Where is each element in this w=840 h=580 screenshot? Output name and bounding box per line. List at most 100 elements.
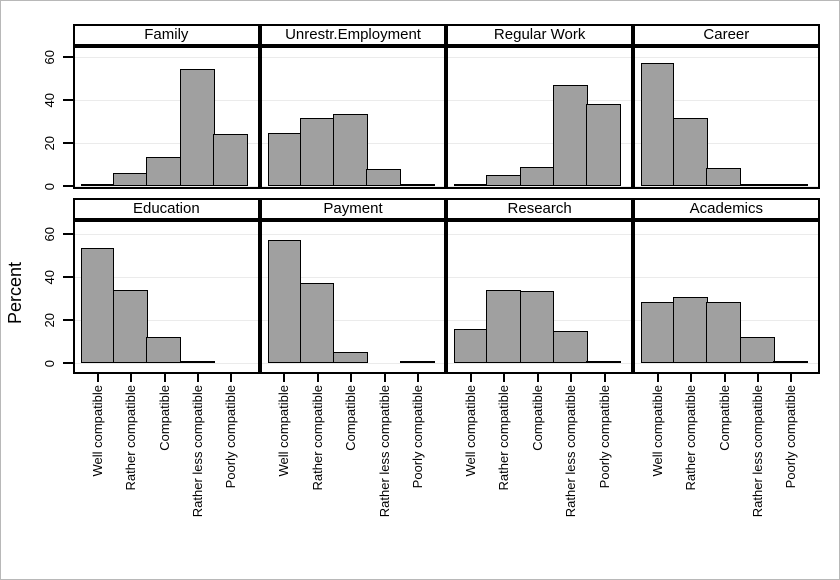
x-tick-label: Compatible [529, 385, 545, 451]
gridline [448, 186, 631, 187]
bar [454, 329, 488, 363]
bar [486, 175, 522, 186]
facet-panel [259, 220, 447, 374]
x-axis-tick [570, 374, 573, 382]
bar [81, 184, 115, 186]
bar [299, 283, 335, 363]
x-tick-label: Rather less compatible [749, 385, 765, 518]
bar [267, 133, 302, 186]
bar [586, 361, 622, 363]
y-tick-label: 40 [42, 270, 57, 285]
x-axis-tick [383, 374, 386, 382]
bar [552, 331, 588, 363]
facet-title: Unrestr.Employment [285, 26, 421, 43]
bar [706, 302, 742, 363]
gridline [75, 363, 258, 364]
facet-strip: Unrestr.Employment [259, 24, 447, 46]
bar [332, 114, 368, 186]
facet-title: Career [703, 26, 750, 43]
gridline [448, 234, 631, 235]
x-tick-label: Rather compatible [683, 385, 699, 491]
facet-strip: Research [446, 198, 633, 220]
x-axis-tick [690, 374, 693, 382]
bar [112, 290, 148, 363]
x-axis-tick [350, 374, 353, 382]
x-axis-tick [163, 374, 166, 382]
x-axis-tick [230, 374, 233, 382]
gridline [75, 143, 258, 144]
y-tick-label: 20 [42, 136, 57, 151]
bar [641, 302, 675, 363]
bar [112, 173, 148, 186]
x-tick-label: Well compatible [89, 385, 105, 477]
bar [179, 69, 215, 186]
facet-strip: Family [73, 24, 260, 46]
y-axis-title: Percent [5, 262, 25, 325]
bar [641, 63, 675, 186]
x-tick-label: Poorly compatible [223, 385, 239, 489]
facet-strip: Regular Work [446, 24, 633, 46]
x-axis-tick [723, 374, 726, 382]
gridline [635, 234, 818, 235]
y-axis-tick [63, 319, 73, 321]
x-tick-label: Compatible [343, 385, 359, 451]
gridline [635, 100, 818, 101]
bar [399, 184, 435, 186]
x-tick-label: Poorly compatible [410, 385, 425, 489]
bar [146, 337, 182, 363]
x-axis-tick [417, 374, 419, 382]
x-tick-label: Rather compatible [309, 385, 325, 491]
y-tick-label: 40 [42, 93, 57, 108]
x-axis-tick [656, 374, 659, 382]
x-axis-tick [196, 374, 199, 382]
gridline [635, 143, 818, 144]
gridline [448, 100, 631, 101]
bar [299, 118, 335, 186]
bar [739, 184, 775, 186]
x-axis-tick [756, 374, 759, 382]
x-tick-label: Rather compatible [496, 385, 512, 491]
x-tick-label: Rather compatible [123, 385, 139, 491]
x-tick-label: Poorly compatible [783, 385, 799, 489]
facet-panel [633, 46, 820, 189]
gridline [448, 143, 631, 144]
x-tick-label: Rather less compatible [563, 385, 579, 518]
facet-title: Education [132, 200, 200, 217]
gridline [635, 363, 818, 364]
facet-panel [73, 46, 260, 189]
y-axis-tick [63, 276, 73, 278]
facet-panel [259, 46, 447, 189]
gridline [75, 320, 258, 321]
y-tick-label: 60 [42, 227, 57, 242]
gridline [635, 57, 818, 58]
bar [399, 361, 435, 363]
gridline [635, 277, 818, 278]
gridline [75, 100, 258, 101]
x-tick-label: Well compatible [463, 385, 478, 477]
x-axis-tick [96, 374, 99, 382]
x-axis-tick [470, 374, 472, 382]
gridline [261, 363, 445, 364]
x-tick-label: Rather less compatible [189, 385, 205, 518]
bar [519, 291, 555, 363]
gridline [448, 57, 631, 58]
bar [586, 104, 622, 186]
gridline [261, 186, 445, 187]
x-axis-tick [790, 374, 793, 382]
bar [146, 157, 182, 186]
gridline [75, 186, 258, 187]
bar [332, 352, 368, 363]
gridline [261, 57, 445, 58]
bar [179, 361, 215, 363]
x-axis-tick [283, 374, 286, 382]
y-axis-tick [63, 362, 73, 364]
y-axis-tick [63, 142, 73, 144]
gridline [75, 277, 258, 278]
y-tick-label: 20 [42, 313, 57, 328]
x-axis-tick [503, 374, 506, 382]
gridline [261, 100, 445, 101]
bar [706, 168, 742, 186]
facet-strip: Education [73, 198, 260, 220]
facet-title: Regular Work [493, 26, 586, 43]
facet-title: Research [507, 200, 572, 217]
